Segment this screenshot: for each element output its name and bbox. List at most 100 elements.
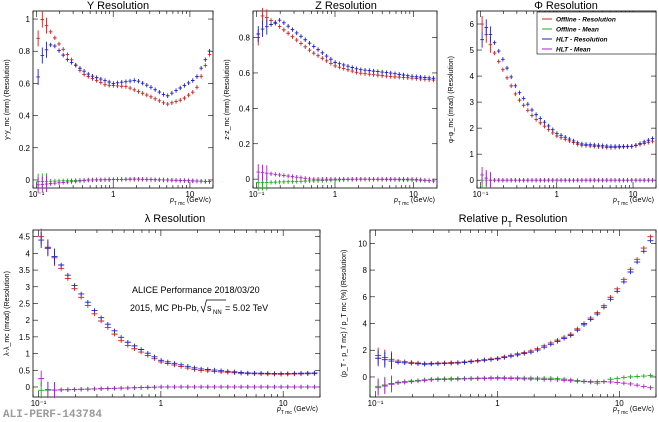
datapoint-pt-3-30	[574, 379, 581, 384]
datapoint-y-3-7	[65, 179, 70, 185]
datapoint-z-0-14	[316, 53, 320, 58]
datapoint-lambda-1-29	[231, 369, 238, 375]
datapoint-phi-3-22	[571, 177, 576, 183]
datapoint-pt-1-0	[375, 350, 382, 367]
datapoint-lambda-1-31	[244, 370, 251, 376]
ytick-label-phi-3: 3	[470, 98, 475, 107]
datapoint-lambda-3-14	[131, 385, 138, 390]
datapoint-pt-3-32	[587, 379, 594, 384]
datapoint-lambda-3-15	[138, 385, 145, 390]
series-phi-1	[480, 19, 655, 149]
datapoint-lambda-3-32	[251, 384, 258, 390]
datapoint-phi-1-36	[629, 144, 634, 149]
datapoint-y-0-0	[36, 30, 40, 47]
datapoint-pt-2-40	[640, 373, 647, 379]
datapoint-y-0-25	[140, 91, 145, 96]
datapoint-y-0-29	[157, 98, 162, 103]
datapoint-y-0-40	[203, 63, 208, 68]
datapoint-pt-3-14	[468, 376, 475, 382]
datapoint-pt-3-15	[474, 376, 481, 381]
ytick-label-pt-3: 6	[363, 293, 368, 302]
datapoint-lambda-3-4	[64, 387, 71, 392]
datapoint-y-0-38	[195, 85, 199, 90]
legend-box	[536, 11, 657, 55]
datapoint-pt-1-21	[514, 352, 521, 358]
datapoint-z-1-15	[320, 50, 325, 56]
chart-title-y: Y Resolution	[87, 0, 149, 12]
ytick-label-z-1: 0.2	[239, 140, 251, 149]
datapoint-pt-3-7	[421, 378, 428, 383]
datapoint-z-1-5	[277, 17, 282, 23]
datapoint-lambda-1-24	[198, 366, 205, 372]
datapoint-z-0-3	[269, 18, 273, 23]
datapoint-lambda-3-41	[311, 384, 318, 390]
datapoint-z-0-13	[311, 50, 316, 56]
datapoint-y-3-11	[82, 178, 86, 183]
datapoint-phi-3-25	[584, 177, 588, 183]
datapoint-y-0-24	[136, 89, 141, 94]
xtick-label-y-0: 10⁻¹	[29, 190, 45, 199]
datapoint-phi-0-15	[542, 123, 547, 129]
datapoint-y-0-5	[57, 41, 61, 47]
datapoint-pt-3-4	[401, 380, 408, 385]
chart-title-phi: Φ Resolution	[534, 0, 598, 12]
datapoint-lambda-1-35	[271, 371, 278, 376]
datapoint-phi-3-1	[484, 170, 489, 187]
datapoint-pt-1-8	[428, 361, 435, 367]
datapoint-y-0-35	[182, 95, 187, 101]
datapoint-y-3-39	[199, 179, 203, 184]
xtick-label-pt-2: 10	[615, 399, 624, 408]
datapoint-lambda-1-32	[251, 370, 258, 376]
datapoint-z-0-11	[303, 44, 308, 50]
datapoint-y-0-37	[190, 89, 195, 95]
datapoint-lambda-1-34	[264, 371, 271, 376]
datapoint-phi-1-35	[625, 144, 630, 149]
datapoint-z-1-7	[286, 23, 290, 29]
sqrt-sign-icon	[200, 299, 226, 314]
datapoint-pt-1-31	[580, 322, 588, 328]
datapoint-pt-1-24	[534, 347, 541, 353]
datapoint-phi-3-4	[496, 177, 501, 183]
datapoint-lambda-1-9	[98, 315, 105, 320]
datapoint-y-1-17	[107, 79, 111, 85]
datapoint-y-0-32	[170, 100, 174, 105]
xlabel-lambda: pT mc (GeV/c)	[276, 406, 318, 416]
datapoint-phi-3-5	[501, 177, 505, 183]
datapoint-phi-1-20	[563, 134, 568, 140]
datapoint-pt-1-9	[434, 361, 441, 366]
datapoint-pt-3-1	[381, 378, 388, 395]
datapoint-phi-3-19	[559, 177, 563, 183]
datapoint-phi-1-26	[588, 142, 592, 147]
datapoint-pt-3-13	[461, 376, 468, 382]
datapoint-z-3-19	[337, 176, 342, 182]
datapoint-y-0-4	[53, 35, 57, 41]
datapoint-y-1-33	[174, 88, 178, 93]
datapoint-pt-1-39	[634, 259, 641, 265]
datapoint-phi-1-34	[621, 144, 626, 149]
datapoint-phi-3-18	[555, 177, 559, 183]
datapoint-lambda-1-41	[311, 370, 318, 376]
datapoint-pt-3-39	[634, 382, 641, 388]
datapoint-lambda-1-21	[178, 362, 185, 368]
datapoint-lambda-3-9	[98, 386, 105, 391]
datapoint-lambda-3-27	[218, 384, 225, 390]
datapoint-y-1-28	[153, 87, 157, 92]
datapoint-pt-3-10	[441, 377, 448, 382]
datapoint-phi-1-31	[609, 144, 613, 149]
datapoint-z-0-8	[290, 34, 295, 39]
datapoint-y-1-5	[57, 48, 61, 53]
datapoint-z-1-31	[388, 70, 393, 76]
datapoint-lambda-1-39	[298, 371, 305, 376]
datapoint-pt-3-40	[640, 384, 647, 389]
datapoint-z-1-27	[371, 68, 376, 74]
datapoint-phi-1-28	[596, 143, 601, 148]
datapoint-z-3-11	[303, 176, 308, 181]
ylabel-lambda: λ-λ_mc (mrad) (Resolution)	[4, 271, 11, 356]
datapoint-phi-3-10	[521, 177, 526, 183]
datapoint-lambda-1-6	[78, 291, 85, 297]
datapoint-y-0-36	[186, 92, 191, 98]
datapoint-lambda-1-25	[204, 367, 211, 372]
